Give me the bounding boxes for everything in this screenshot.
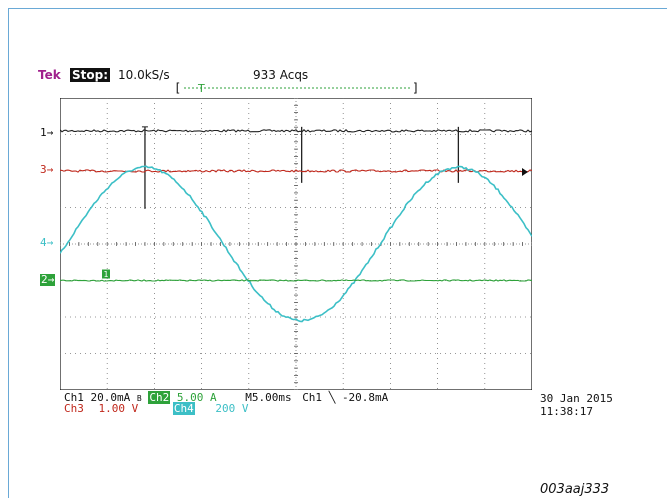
- ch2-waveform: [60, 279, 532, 282]
- ch2-trace-tag: 1: [102, 269, 110, 279]
- ch4-label: Ch4: [172, 402, 195, 415]
- figure-frame-top: [8, 8, 667, 9]
- ch3-ground-marker: 3→: [40, 163, 54, 176]
- timebase: M5.00ms: [245, 391, 292, 404]
- record-bracket-left: [: [174, 81, 181, 95]
- trigger-slope-icon: ╲: [328, 391, 336, 404]
- ch4-scale: 200 V: [215, 402, 249, 415]
- waveform-traces: 1: [60, 126, 532, 323]
- trigger-marker: T: [197, 82, 205, 95]
- trigger-source: Ch1: [302, 391, 323, 404]
- record-bracket-right: ]: [412, 81, 419, 95]
- ch1-scale: 20.0mA: [90, 391, 131, 404]
- ch4-waveform: [60, 165, 532, 323]
- ch1-waveform: [60, 129, 532, 133]
- figure-frame-left: [8, 8, 9, 498]
- trigger-position-bar: [ ] T: [174, 81, 419, 95]
- ch1-label: Ch1: [64, 391, 84, 404]
- capture-date: 30 Jan 2015: [540, 392, 613, 405]
- readout-row-1: Ch1 20.0mA B Ch2 5.00 A M5.00ms Ch1 ╲ -2…: [64, 391, 389, 405]
- ch3-scale: 1.00 V: [98, 402, 139, 415]
- trigger-level: -20.8mA: [341, 391, 389, 404]
- ch2-label: Ch2: [148, 391, 171, 404]
- ch3-waveform: [60, 169, 532, 173]
- trigger-level-arrow: [522, 168, 528, 176]
- oscilloscope-screen: 1: [60, 98, 532, 390]
- acquisition-count: 933 Acqs: [253, 68, 309, 82]
- ch2-ground-marker: 2→: [40, 273, 56, 286]
- run-status-badge: Stop:: [70, 68, 111, 82]
- figure-id: 003aaj333: [540, 482, 610, 497]
- readout-row-2: Ch3 1.00 V Ch4 200 V: [64, 402, 249, 415]
- brand-label: Tek: [38, 68, 61, 82]
- bandwidth-limit-icon: B: [136, 394, 142, 403]
- sample-rate: 10.0kS/s: [118, 68, 170, 82]
- ch2-trace-tag-label: 1: [104, 270, 109, 279]
- ch1-ground-marker: 1→: [40, 126, 54, 139]
- ch4-ground-marker: 4→: [40, 236, 54, 249]
- ch2-scale: 5.00 A: [176, 391, 217, 404]
- ch3-label: Ch3: [64, 402, 84, 415]
- graticule: [60, 98, 532, 390]
- capture-time: 11:38:17: [540, 405, 593, 418]
